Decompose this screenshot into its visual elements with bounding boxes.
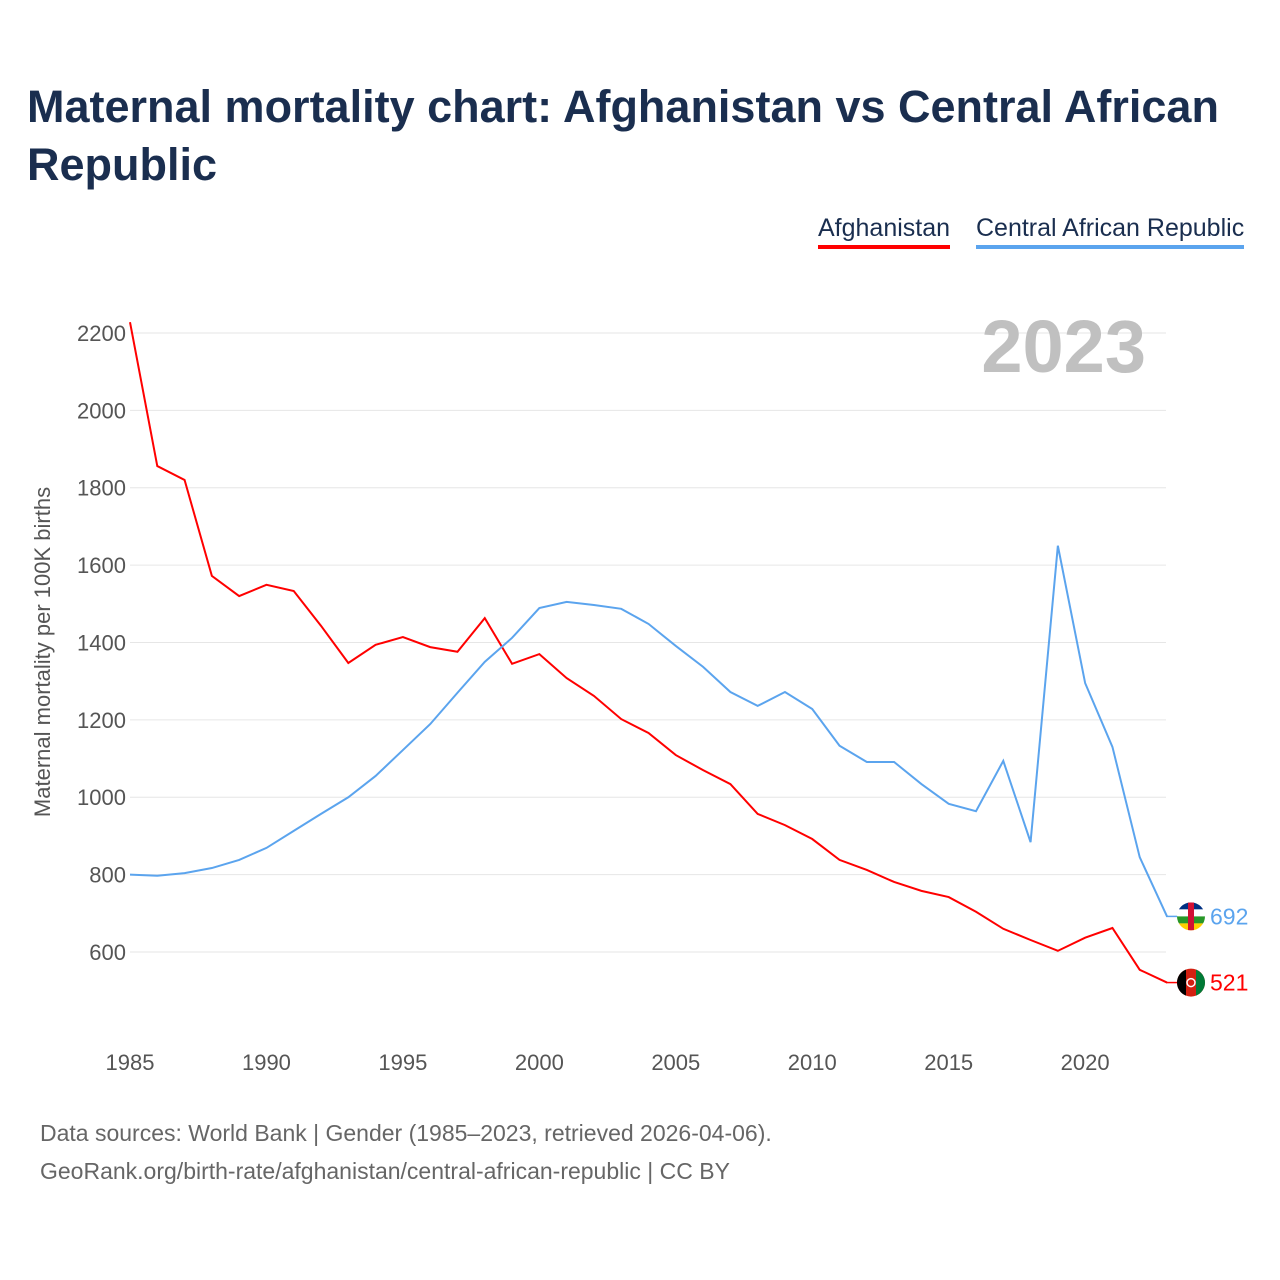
y-tick-label: 600 [89, 940, 126, 965]
y-tick-label: 1800 [77, 476, 126, 501]
x-tick-label: 2005 [651, 1050, 700, 1075]
series-line-afghanistan [129, 321, 1168, 984]
y-tick-label: 1600 [77, 553, 126, 578]
year-watermark: 2023 [981, 305, 1146, 388]
x-tick-label: 2015 [924, 1050, 973, 1075]
legend-afghanistan[interactable]: Afghanistan [818, 214, 951, 249]
series-line-central-african-republic [129, 545, 1168, 917]
line-chart: 600 800 1000 1200 1400 1600 1800 2000 2200 1985 19… [30, 305, 1248, 1075]
x-tick-label: 2010 [788, 1050, 837, 1075]
flag-central-african-republic-icon [1177, 902, 1205, 931]
end-value-label: 692 [1210, 903, 1248, 929]
y-axis-label: Maternal mortality per 100K births [30, 487, 55, 817]
y-tick-label: 1200 [77, 708, 126, 733]
x-tick-label: 1990 [242, 1050, 291, 1075]
y-tick-label: 1000 [77, 785, 126, 810]
y-tick-label: 1400 [77, 630, 126, 655]
footer-link[interactable]: GeoRank.org/birth-rate/afghanistan/centr… [40, 1158, 730, 1184]
y-tick-label: 2200 [77, 321, 126, 346]
x-tick-label: 1985 [106, 1050, 155, 1075]
x-tick-label: 1995 [378, 1050, 427, 1075]
chart-title: Maternal mortality chart: Afghanistan vs… [27, 81, 1219, 190]
footer-sources: Data sources: World Bank | Gender (1985–… [40, 1120, 772, 1146]
y-tick-label: 800 [89, 863, 126, 888]
y-tick-label: 2000 [77, 398, 126, 423]
x-tick-label: 2020 [1061, 1050, 1110, 1075]
legend-central-african-republic[interactable]: Central African Republic [976, 214, 1245, 249]
end-value-label: 521 [1210, 970, 1248, 996]
flag-afghanistan-icon [1177, 968, 1205, 997]
x-tick-label: 2000 [515, 1050, 564, 1075]
